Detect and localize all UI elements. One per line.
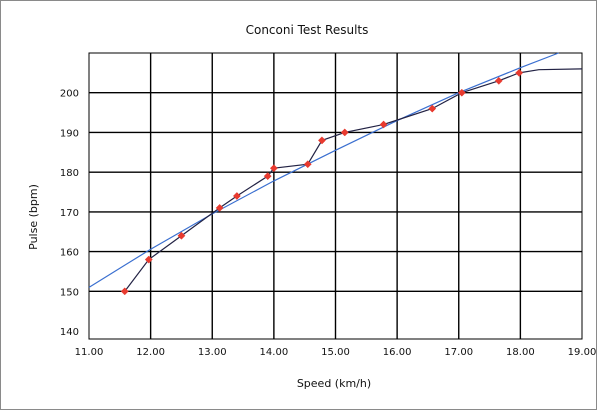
data-point-marker bbox=[215, 203, 224, 212]
x-tick-label: 13.00 bbox=[198, 347, 227, 358]
data-point-marker bbox=[340, 128, 349, 137]
data-point-marker bbox=[144, 255, 153, 264]
x-tick-label: 16.00 bbox=[383, 347, 412, 358]
data-point-marker bbox=[457, 88, 466, 97]
data-point-marker bbox=[428, 104, 437, 113]
x-tick-label: 18.00 bbox=[506, 347, 535, 358]
x-tick-label: 11.00 bbox=[75, 347, 104, 358]
data-point-marker bbox=[269, 164, 278, 173]
y-tick-label: 190 bbox=[60, 128, 79, 139]
chart-ticks: 11.00 12.00 13.00 14.00 15.00 16.00 17.00 18.00… bbox=[60, 89, 596, 358]
data-point-marker bbox=[177, 231, 186, 240]
data-point-marker bbox=[263, 172, 272, 181]
chart-grid bbox=[88, 52, 583, 340]
y-tick-label: 180 bbox=[60, 168, 79, 179]
x-tick-label: 12.00 bbox=[136, 347, 165, 358]
data-point-marker bbox=[120, 287, 129, 296]
data-point-marker bbox=[303, 160, 312, 169]
x-axis-label: Speed (km/h) bbox=[297, 377, 371, 390]
x-tick-label: 15.00 bbox=[321, 347, 350, 358]
data-point-marker bbox=[232, 192, 241, 200]
chart-markers bbox=[120, 68, 524, 296]
y-tick-label: 160 bbox=[60, 248, 79, 259]
chart-title: Conconi Test Results bbox=[246, 23, 369, 37]
x-tick-label: 17.00 bbox=[444, 347, 473, 358]
y-tick-label: 150 bbox=[60, 287, 79, 298]
data-point-marker bbox=[379, 120, 388, 129]
data-point-marker bbox=[317, 136, 326, 145]
data-point-marker bbox=[515, 68, 524, 77]
data-point-marker bbox=[494, 76, 503, 85]
trend-line bbox=[88, 52, 559, 288]
x-tick-label: 14.00 bbox=[260, 347, 289, 358]
y-tick-label: 170 bbox=[60, 208, 79, 219]
measured-line bbox=[124, 68, 583, 292]
x-tick-label: 19.00 bbox=[568, 347, 597, 358]
y-tick-label: 140 bbox=[60, 327, 79, 338]
y-axis-label: Pulse (bpm) bbox=[27, 184, 40, 250]
y-tick-label: 200 bbox=[60, 89, 79, 100]
